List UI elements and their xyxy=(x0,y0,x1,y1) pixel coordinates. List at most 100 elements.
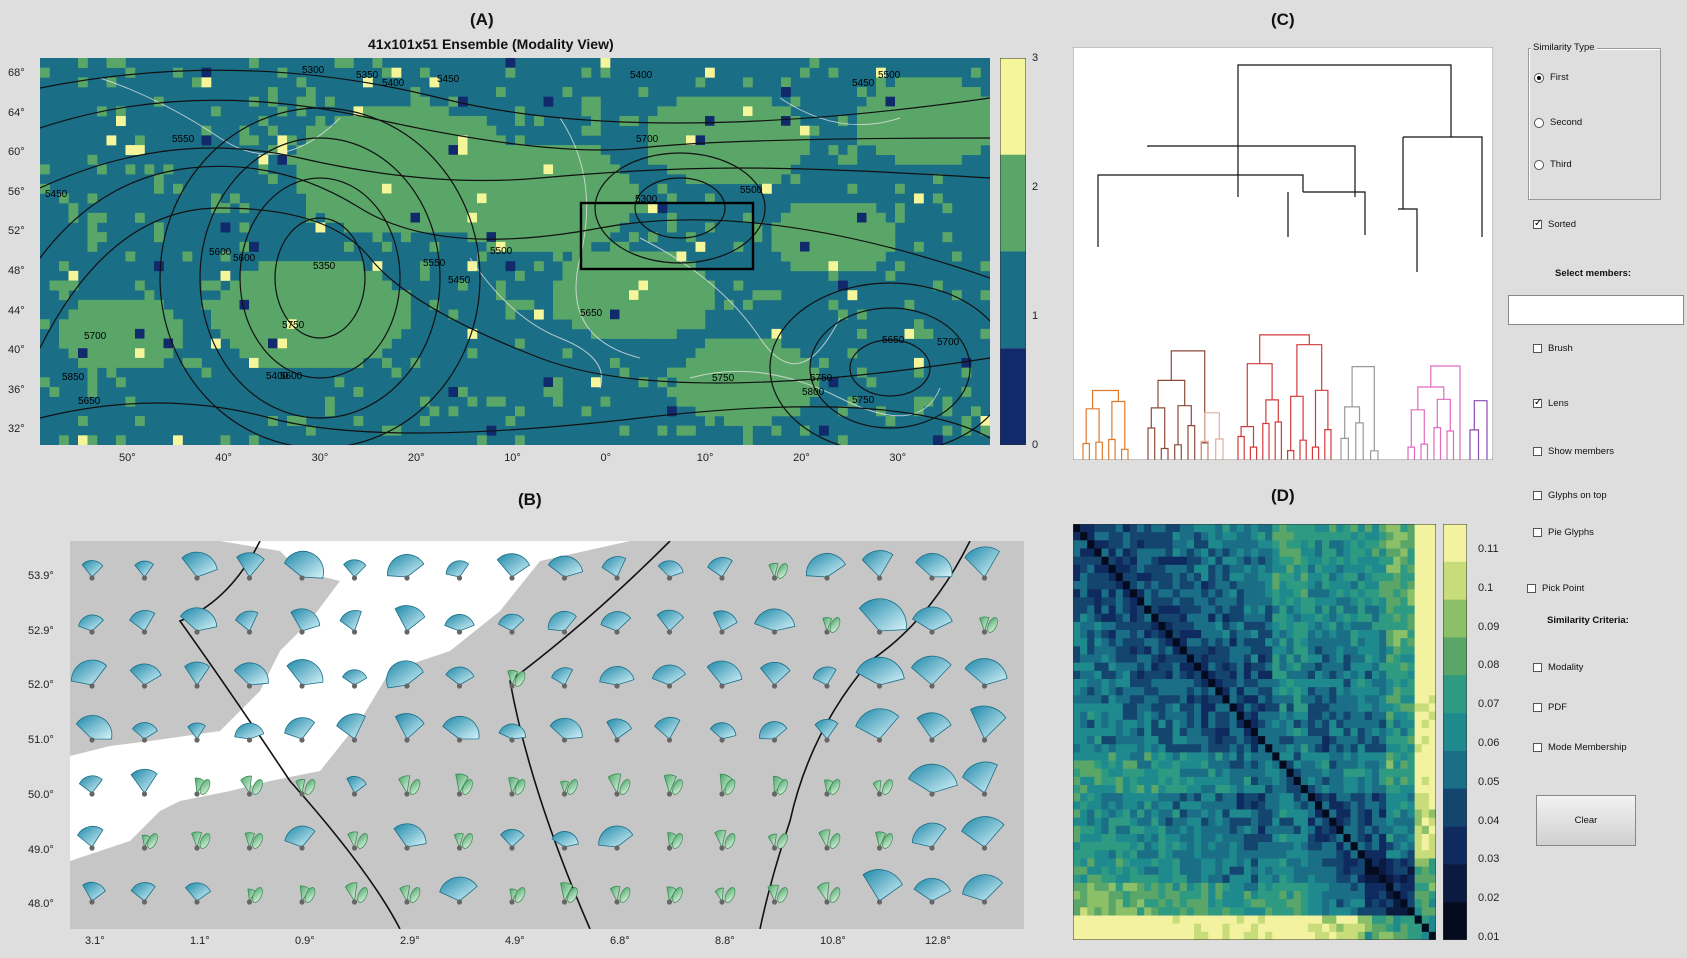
similarity-cell xyxy=(1371,793,1380,802)
similarity-cell xyxy=(1300,825,1309,835)
similarity-cell xyxy=(1229,842,1238,851)
radio-third[interactable]: Third xyxy=(1534,159,1572,170)
similarity-cell xyxy=(1151,752,1159,761)
clear-button[interactable]: Clear xyxy=(1536,795,1636,846)
similarity-cell xyxy=(1151,842,1159,851)
modality-cell xyxy=(961,425,972,436)
modality-cell xyxy=(648,290,658,301)
modality-cell xyxy=(743,299,753,310)
modality-cell xyxy=(534,116,544,127)
modality-cell xyxy=(353,270,364,281)
similarity-cell xyxy=(1165,866,1173,876)
select-members-input[interactable] xyxy=(1508,295,1684,325)
similarity-cell xyxy=(1236,638,1245,647)
similarity-cell xyxy=(1137,825,1145,835)
select-members-label: Select members: xyxy=(1555,268,1632,279)
modality-cell xyxy=(667,367,677,378)
modality-cell xyxy=(847,222,858,233)
radio-second[interactable]: Second xyxy=(1534,117,1582,128)
modality-cell xyxy=(933,96,943,107)
similarity-cell xyxy=(1194,727,1202,737)
radio-first[interactable]: First xyxy=(1534,72,1568,83)
glyphs-on-top-checkbox[interactable]: Glyphs on top xyxy=(1533,490,1607,501)
similarity-cell xyxy=(1101,752,1109,761)
similarity-cell xyxy=(1094,809,1102,818)
modality-glyph-secondary xyxy=(357,887,368,903)
mode-membership-checkbox[interactable]: Mode Membership xyxy=(1533,742,1627,753)
glyph-anchor xyxy=(666,845,673,851)
radio-second-indicator[interactable] xyxy=(1534,117,1544,128)
similarity-cell xyxy=(1172,727,1181,737)
pdf-checkbox-box[interactable] xyxy=(1533,703,1542,712)
similarity-cell xyxy=(1108,630,1117,639)
similarity-cell xyxy=(1336,833,1344,843)
similarity-cell xyxy=(1393,540,1401,549)
similarity-cell xyxy=(1286,744,1294,753)
similarity-cell xyxy=(1165,842,1173,851)
similarity-matrix[interactable] xyxy=(1073,524,1436,940)
glyph-map[interactable] xyxy=(70,541,1024,929)
similarity-cell xyxy=(1393,564,1401,574)
sorted-checkbox-box[interactable] xyxy=(1533,218,1542,229)
glyphs-on-top-checkbox-box[interactable] xyxy=(1533,491,1542,500)
similarity-cell xyxy=(1243,899,1252,908)
similarity-cell xyxy=(1172,613,1181,623)
brush-checkbox[interactable]: Brush xyxy=(1533,343,1573,354)
pdf-checkbox[interactable]: PDF xyxy=(1533,702,1567,713)
sorted-checkbox[interactable]: Sorted xyxy=(1533,218,1576,230)
modality-checkbox-box[interactable] xyxy=(1533,663,1542,672)
mode-membership-checkbox-box[interactable] xyxy=(1533,743,1542,752)
show-members-checkbox[interactable]: Show members xyxy=(1533,446,1614,457)
modality-cell xyxy=(743,154,753,165)
similarity-cell xyxy=(1094,532,1102,541)
pick-point-checkbox[interactable]: Pick Point xyxy=(1527,583,1584,594)
similarity-cell xyxy=(1343,768,1351,778)
brush-checkbox-box[interactable] xyxy=(1533,344,1542,353)
similarity-cell xyxy=(1094,768,1102,778)
lens-checkbox-box[interactable] xyxy=(1533,397,1542,408)
modality-checkbox[interactable]: Modality xyxy=(1533,662,1583,673)
pick-point-checkbox-box[interactable] xyxy=(1527,584,1536,593)
modality-glyph xyxy=(601,556,627,578)
coastline xyxy=(779,97,901,126)
similarity-cell xyxy=(1357,621,1366,631)
lens-checkbox[interactable]: Lens xyxy=(1533,397,1569,409)
glyph-anchor xyxy=(981,629,988,635)
modality-colorbar-tick: 1 xyxy=(1032,310,1039,322)
modality-glyph xyxy=(439,876,478,902)
similarity-cell xyxy=(1414,572,1423,582)
similarity-cell xyxy=(1258,744,1266,753)
similarity-cell xyxy=(1172,572,1181,582)
modality-glyph-secondary xyxy=(882,779,893,795)
glyph-anchor xyxy=(456,683,463,689)
map-a-lon-tick: 0° xyxy=(600,452,612,464)
modality-cell xyxy=(486,222,497,233)
similarity-cell xyxy=(1151,662,1159,672)
dendrogram-link xyxy=(1237,64,1452,197)
similarity-cell xyxy=(1350,695,1359,704)
modality-cell xyxy=(420,203,430,214)
show-members-checkbox-box[interactable] xyxy=(1533,447,1542,456)
similarity-cell xyxy=(1329,874,1337,884)
similarity-cell xyxy=(1186,907,1195,916)
modality-cell xyxy=(106,367,117,378)
similarity-cell xyxy=(1115,687,1124,696)
similarity-cell xyxy=(1272,597,1280,606)
similarity-cell xyxy=(1343,874,1351,884)
modality-glyph xyxy=(607,773,622,795)
modality-cell xyxy=(562,164,573,175)
similarity-cell xyxy=(1407,899,1415,908)
modality-cell xyxy=(600,270,611,281)
radio-first-indicator[interactable] xyxy=(1534,72,1544,83)
similarity-cell xyxy=(1300,524,1309,533)
pie-glyphs-checkbox[interactable]: Pie Glyphs xyxy=(1533,527,1594,538)
radio-third-indicator[interactable] xyxy=(1534,159,1544,170)
modality-cell xyxy=(923,125,934,136)
similarity-cell xyxy=(1243,727,1252,737)
map-a-lat-tick: 44° xyxy=(8,304,25,317)
dendrogram[interactable] xyxy=(1073,47,1493,460)
pie-glyphs-checkbox-box[interactable] xyxy=(1533,528,1542,537)
similarity-type-title: Similarity Type xyxy=(1531,42,1597,53)
similarity-cell xyxy=(1087,793,1095,802)
